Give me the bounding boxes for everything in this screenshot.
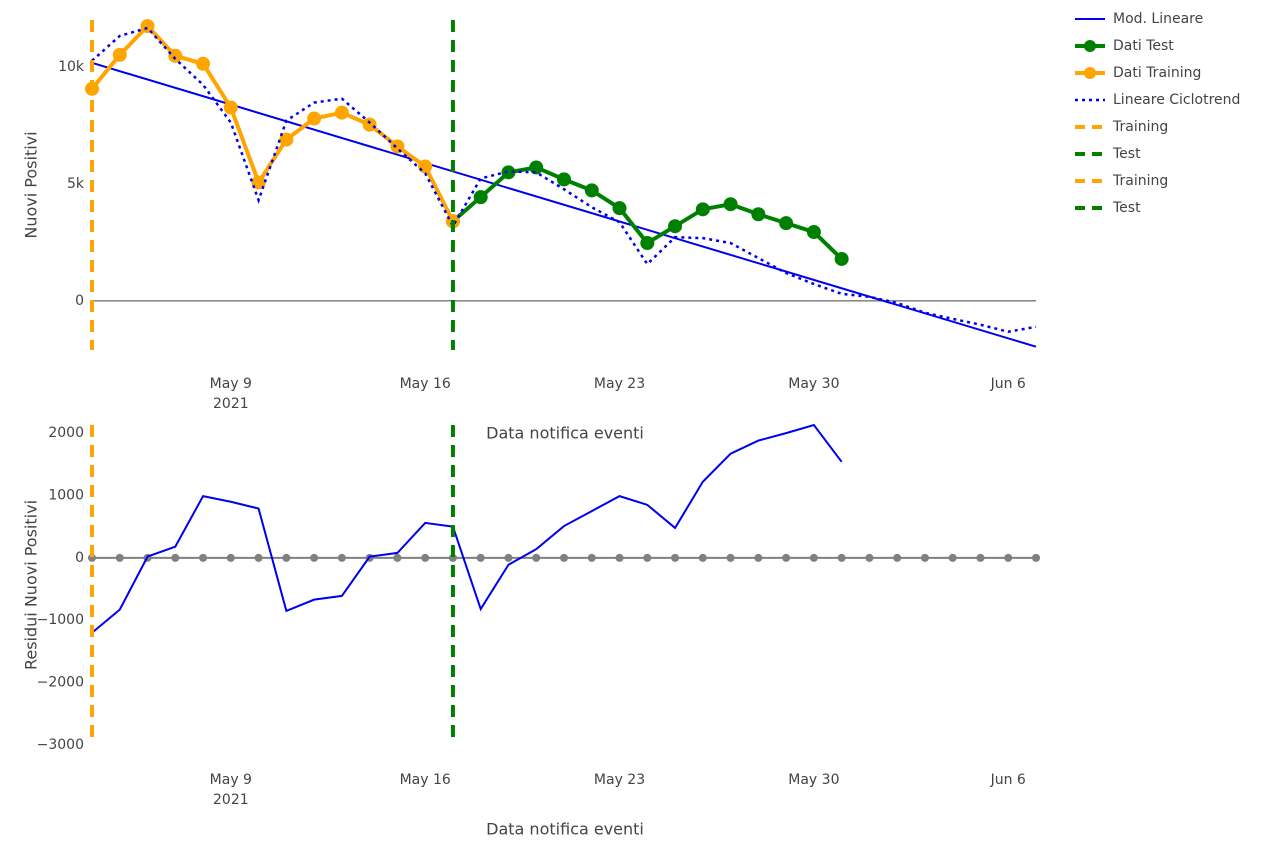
- data-point: [282, 553, 291, 562]
- legend-label: Training: [1112, 119, 1168, 135]
- data-point: [418, 159, 433, 174]
- legend-label: Lineare Ciclotrend: [1113, 92, 1240, 108]
- legend-label: Dati Test: [1113, 38, 1174, 54]
- legend-label: Test: [1112, 200, 1141, 216]
- series-line: [91, 61, 1037, 348]
- y-tick-label: −2000: [37, 675, 84, 691]
- data-point: [140, 19, 155, 34]
- data-point: [226, 553, 235, 562]
- data-point: [584, 183, 599, 198]
- data-point: [196, 56, 211, 71]
- x-tick-label: May 9 2021: [210, 376, 252, 412]
- series-line: [91, 26, 1037, 334]
- legend: Mod. Lineare Dati Test Dati Training Linear…: [1075, 11, 1240, 216]
- data-point: [837, 553, 846, 562]
- data-point: [532, 553, 541, 562]
- y-tick-label: 2000: [48, 425, 84, 441]
- data-point: [1032, 553, 1040, 562]
- data-point: [806, 225, 821, 240]
- data-point: [529, 160, 544, 175]
- data-point: [782, 553, 791, 562]
- data-point: [723, 197, 738, 212]
- data-point: [671, 553, 680, 562]
- data-point: [251, 175, 266, 190]
- y-tick-label: 0: [75, 550, 84, 566]
- data-point: [560, 553, 568, 562]
- series-line: [91, 423, 843, 634]
- x-tick-label: May 30: [788, 772, 839, 788]
- data-point: [337, 553, 346, 562]
- data-point: [640, 236, 655, 251]
- data-point: [809, 553, 818, 562]
- data-point: [501, 165, 516, 180]
- data-point: [168, 48, 183, 63]
- data-point: [307, 111, 322, 126]
- data-point: [362, 117, 377, 132]
- legend-marker: [1084, 40, 1096, 52]
- data-point: [254, 553, 263, 562]
- data-point: [726, 553, 735, 562]
- x-tick-label: May 23: [594, 772, 645, 788]
- x-tick-label: May 16: [400, 376, 451, 392]
- legend-label: Mod. Lineare: [1113, 11, 1203, 27]
- data-point: [310, 553, 319, 562]
- legend-label: Training: [1112, 173, 1168, 189]
- data-point: [557, 172, 571, 187]
- data-point: [865, 553, 874, 562]
- x-tick-label: May 30: [788, 376, 839, 392]
- data-point: [587, 553, 596, 562]
- data-point: [112, 47, 127, 62]
- data-point: [393, 553, 402, 562]
- data-point: [223, 100, 238, 115]
- data-point: [504, 553, 513, 562]
- series-line: [90, 23, 455, 223]
- data-point: [334, 105, 349, 120]
- data-point: [390, 139, 405, 154]
- data-point: [473, 190, 488, 205]
- y-axis-title: Residui Nuovi Positivi: [22, 500, 41, 670]
- x-tick-label: May 23: [594, 376, 645, 392]
- x-tick-label: May 9 2021: [210, 772, 252, 808]
- data-point: [751, 207, 766, 222]
- legend-label: Test: [1112, 146, 1141, 162]
- data-point: [834, 251, 849, 266]
- x-tick-label: Jun 6: [990, 772, 1026, 788]
- y-tick-label: 0: [75, 293, 84, 309]
- data-point: [199, 553, 208, 562]
- data-point: [476, 553, 485, 562]
- legend-label: Dati Training: [1113, 65, 1201, 81]
- data-point: [698, 553, 707, 562]
- x-tick-label: May 16: [400, 772, 451, 788]
- y-tick-label: 10k: [58, 59, 85, 75]
- data-point: [948, 553, 957, 562]
- y-axis-title: Nuovi Positivi: [22, 131, 41, 238]
- y-tick-label: 1000: [48, 487, 84, 503]
- data-point: [643, 553, 652, 562]
- x-tick-label: Jun 6: [990, 376, 1026, 392]
- data-point: [695, 202, 710, 217]
- data-point: [279, 132, 294, 147]
- data-point: [115, 553, 124, 562]
- x-axis-title: Data notifica eventi: [486, 424, 644, 443]
- data-point: [615, 553, 624, 562]
- data-point: [754, 553, 763, 562]
- data-point: [1004, 553, 1013, 562]
- data-point: [421, 553, 430, 562]
- data-point: [976, 553, 985, 562]
- y-tick-label: 5k: [67, 176, 85, 192]
- y-tick-label: −3000: [37, 737, 84, 753]
- data-point: [893, 553, 902, 562]
- data-point: [171, 553, 180, 562]
- data-point: [612, 201, 627, 216]
- data-point: [920, 553, 929, 562]
- y-tick-label: −1000: [37, 612, 84, 628]
- data-point: [668, 219, 683, 234]
- x-axis-title: Data notifica eventi: [486, 820, 644, 839]
- legend-marker: [1084, 67, 1096, 79]
- data-point: [779, 216, 794, 231]
